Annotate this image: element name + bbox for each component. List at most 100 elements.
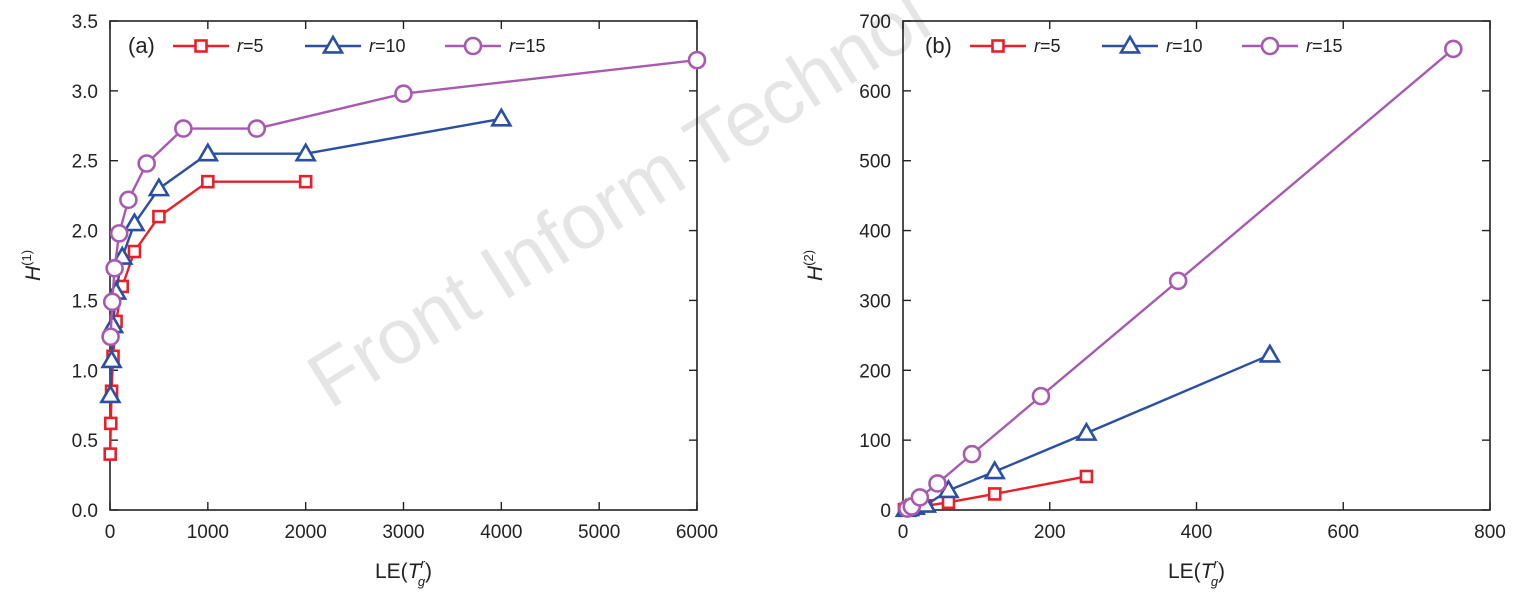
- y-tick-label: 0.5: [72, 431, 98, 452]
- y-tick-label: 1.5: [72, 291, 98, 312]
- legend-label-value: =15: [515, 36, 546, 56]
- x-axis-title: LE(Tr g): [1168, 556, 1225, 589]
- x-axis-title-sub: g: [418, 574, 426, 589]
- data-point: [1444, 39, 1463, 59]
- x-tick-label: 0: [105, 522, 116, 543]
- data-point: [987, 487, 1002, 501]
- data-point: [147, 177, 171, 197]
- y-tick-label: 3.5: [72, 12, 98, 33]
- data-point: [102, 292, 122, 312]
- legend-label-symbol: r: [369, 36, 376, 56]
- data-point: [101, 327, 120, 347]
- legend-item: r=10: [1102, 34, 1203, 56]
- legend-label-value: =5: [1040, 36, 1061, 56]
- data-point: [103, 416, 118, 431]
- legend-label-symbol: r: [1034, 36, 1041, 56]
- x-axis-title-close: ): [1218, 560, 1225, 583]
- data-point: [490, 107, 513, 127]
- data-point: [196, 142, 220, 162]
- data-point: [174, 119, 193, 138]
- legend-item: r=5: [173, 36, 264, 56]
- legend-label: r=15: [509, 36, 546, 56]
- y-axis-title-sup: (2): [801, 250, 816, 266]
- y-tick-label: 700: [859, 12, 891, 33]
- x-tick-label: 3000: [382, 522, 424, 543]
- x-tick-label: 200: [1034, 522, 1066, 543]
- y-tick-label: 300: [859, 291, 891, 312]
- data-point: [1168, 271, 1188, 291]
- legend-marker: [194, 39, 208, 53]
- y-tick-label: 0.0: [72, 501, 98, 522]
- x-axis-title-close: ): [425, 560, 432, 583]
- legend-item: r=5: [970, 36, 1061, 56]
- legend-marker: [1260, 36, 1280, 56]
- legend-label-value: =10: [1172, 36, 1203, 56]
- legend-label: r=10: [369, 36, 406, 56]
- legend-marker: [1118, 34, 1142, 54]
- data-point: [298, 174, 313, 189]
- y-axis-title-main: H: [804, 265, 827, 281]
- legend-item: r=15: [445, 36, 546, 56]
- series-square: [103, 174, 313, 461]
- legend-marker: [991, 39, 1005, 53]
- data-point: [394, 84, 413, 103]
- x-tick-label: 1000: [187, 522, 229, 543]
- legend-label-symbol: r: [237, 36, 244, 56]
- y-tick-label: 0: [880, 501, 891, 522]
- series-triangle: [894, 343, 1282, 518]
- y-axis-title: H(2): [801, 250, 827, 281]
- x-tick-label: 600: [1327, 522, 1359, 543]
- data-point: [103, 447, 117, 461]
- legend-label: r=5: [1034, 36, 1061, 56]
- legend-label: r=15: [1306, 36, 1343, 56]
- legend-label-symbol: r: [1166, 36, 1173, 56]
- panel-label: (a): [128, 33, 155, 58]
- data-point: [928, 474, 947, 493]
- x-axis-title: LE(Tr g): [375, 556, 432, 589]
- y-tick-label: 400: [859, 222, 891, 243]
- x-tick-label: 2000: [285, 522, 327, 543]
- x-axis-title-sub: g: [1211, 574, 1219, 589]
- data-point: [1075, 421, 1098, 441]
- data-point: [1031, 386, 1051, 406]
- x-tick-label: 5000: [578, 522, 620, 543]
- chart-panel-b: 0 200 400 600 800 0 100 200 300 400 500 600 700 LE(Tr…: [801, 12, 1506, 589]
- y-axis-title-sup: (1): [19, 250, 34, 266]
- legend-item: r=15: [1242, 36, 1343, 56]
- data-point: [201, 174, 215, 189]
- data-point: [962, 444, 982, 464]
- series-line: [109, 58, 698, 337]
- y-tick-label: 600: [859, 82, 891, 103]
- data-point: [105, 258, 124, 278]
- legend-label-value: =10: [375, 36, 406, 56]
- y-tick-label: 2.0: [72, 222, 98, 243]
- data-point: [983, 459, 1006, 480]
- y-tick-label: 200: [859, 361, 891, 382]
- legend-marker: [463, 36, 483, 56]
- legend-label-symbol: r: [509, 36, 516, 56]
- data-point: [1079, 469, 1094, 484]
- x-tick-label: 4000: [480, 522, 522, 543]
- x-axis-title-symbol: T: [408, 560, 423, 583]
- chart-panel-a: 0 1000 2000 3000 4000 5000 6000 0.0 0.5 1.0 1.5 2.0…: [19, 12, 718, 589]
- legend-label-value: =15: [1312, 36, 1343, 56]
- x-axis-title-sup: r: [420, 556, 425, 571]
- x-axis-title-main: LE(: [1168, 560, 1201, 583]
- y-axis-title: H(1): [19, 250, 45, 281]
- legend-label-symbol: r: [1306, 36, 1313, 56]
- data-point: [910, 488, 930, 507]
- watermark: Front Inform Technol: [292, 0, 944, 424]
- series-circle: [898, 39, 1463, 518]
- legend-label: r=5: [237, 36, 264, 56]
- data-point: [1258, 343, 1282, 363]
- x-axis-title-main: LE(: [375, 560, 408, 583]
- y-tick-label: 1.0: [72, 361, 98, 382]
- y-axis-title-main: H: [22, 265, 45, 281]
- legend-item: r=10: [305, 34, 406, 56]
- y-tick-label: 100: [859, 431, 891, 452]
- data-point: [123, 211, 146, 232]
- data-point: [941, 495, 956, 510]
- x-tick-label: 400: [1181, 522, 1213, 543]
- legend-label-value: =5: [243, 36, 264, 56]
